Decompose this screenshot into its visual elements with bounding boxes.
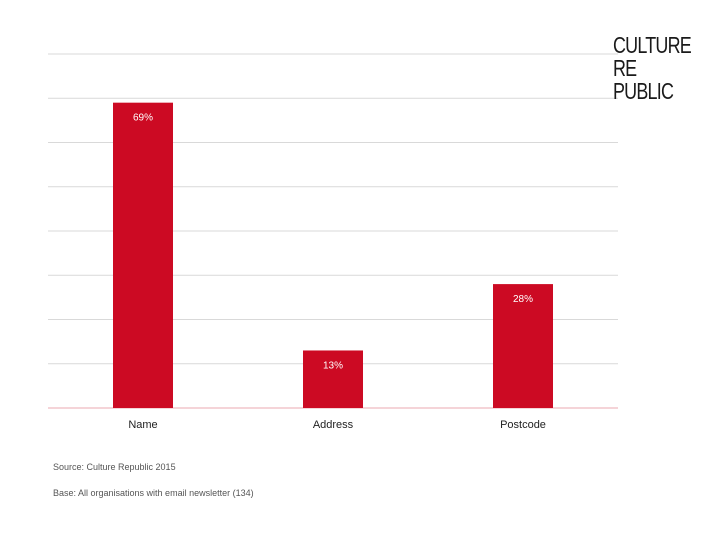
bar-address [303, 350, 363, 408]
x-tick-label-address: Address [313, 419, 354, 431]
culture-republic-logo: CULTURE RE PUBLIC [613, 32, 692, 104]
data-label-address: 13% [323, 360, 343, 371]
x-tick-label-postcode: Postcode [500, 419, 546, 431]
data-label-postcode: 28% [513, 294, 533, 305]
logo-line-3: PUBLIC [613, 78, 674, 104]
bar-postcode [493, 284, 553, 408]
data-label-name: 69% [133, 113, 153, 124]
source-note: Source: Culture Republic 2015 [53, 462, 176, 472]
x-tick-label-name: Name [128, 419, 157, 431]
base-note: Base: All organisations with email newsl… [53, 488, 254, 498]
bar-name [113, 102, 173, 409]
logo-line-2: RE [613, 55, 637, 81]
logo-line-1: CULTURE [613, 32, 692, 58]
